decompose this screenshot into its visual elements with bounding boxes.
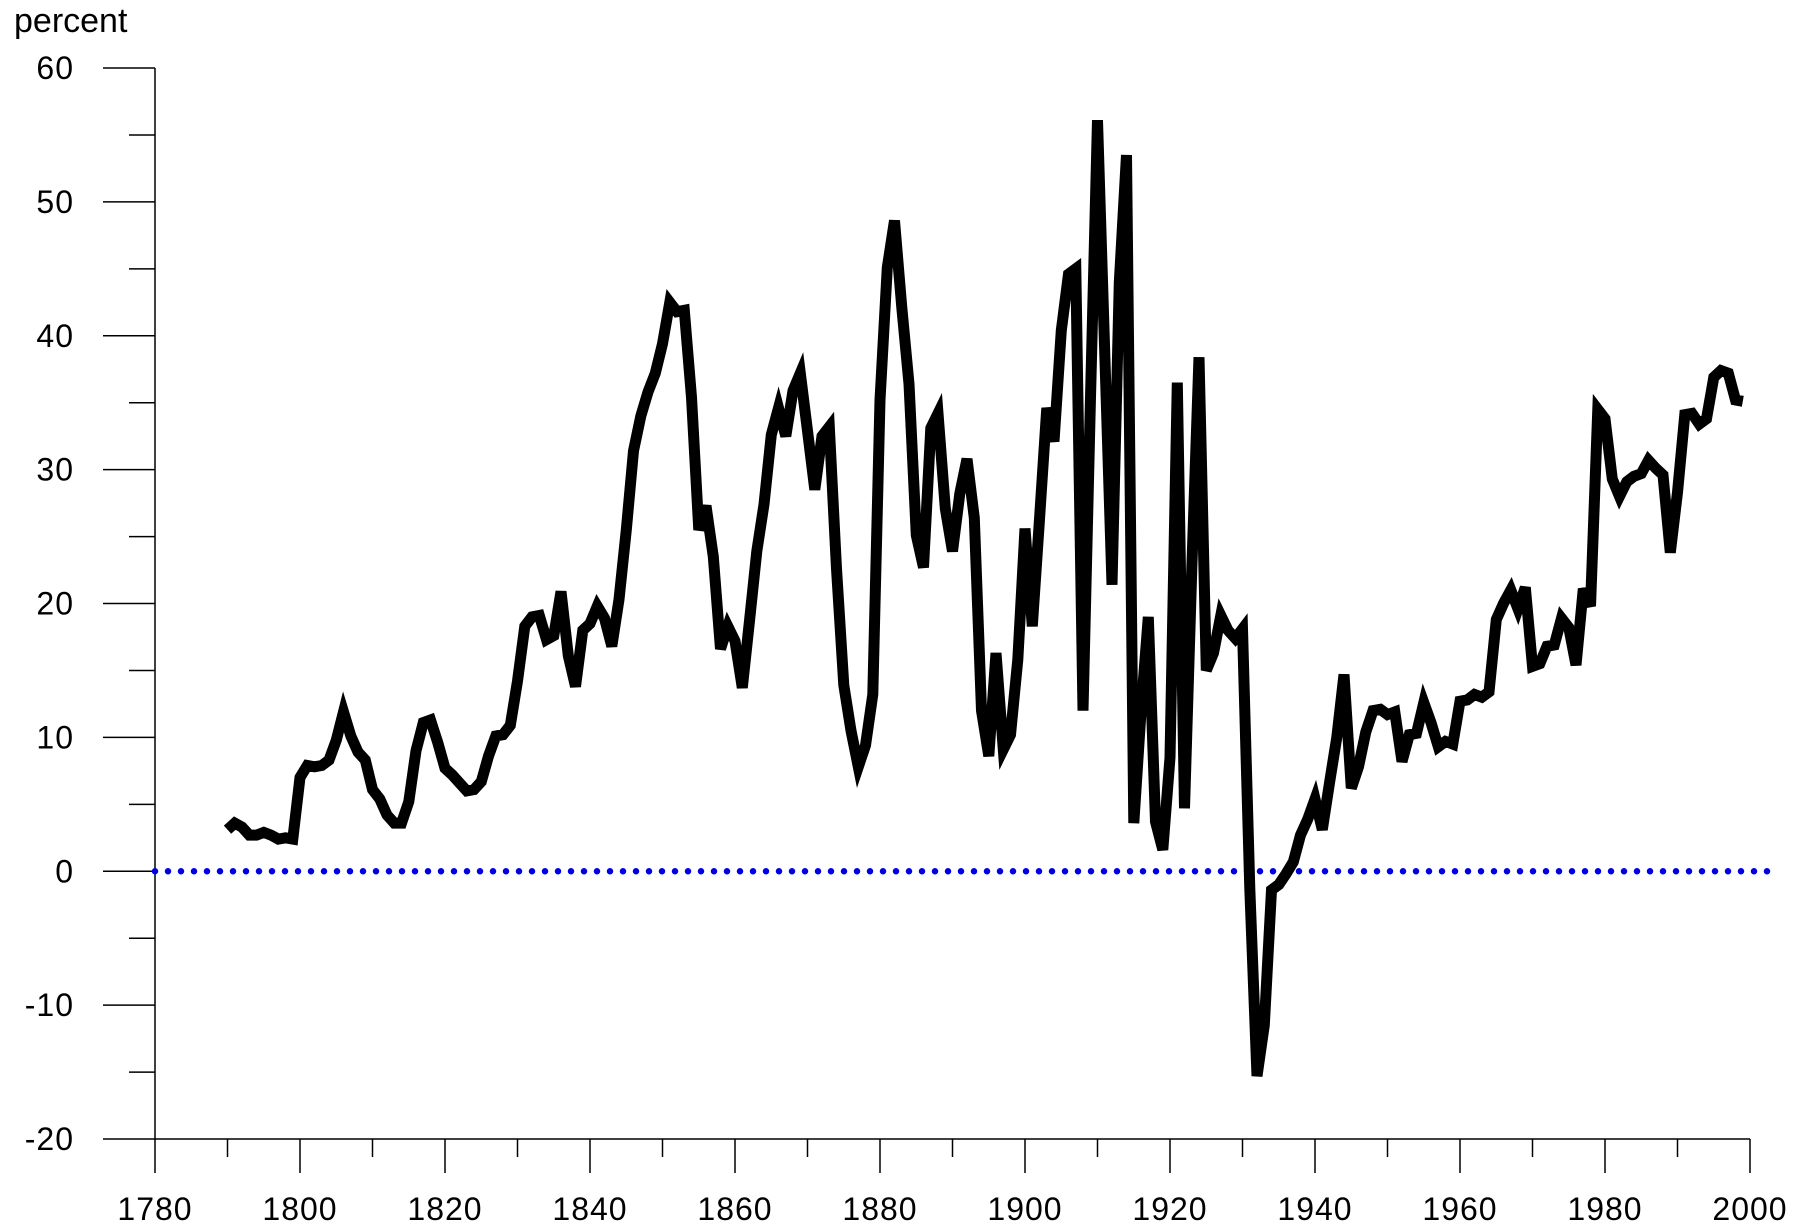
x-tick-label: 1780 [117, 1191, 192, 1225]
y-tick-label: 0 [55, 853, 74, 889]
x-tick-label: 1900 [987, 1191, 1062, 1225]
series-group [223, 120, 1744, 1077]
y-tick-label: 20 [36, 586, 74, 622]
x-tick-label: 1920 [1132, 1191, 1207, 1225]
x-tick-label: 1940 [1277, 1191, 1352, 1225]
y-tick-label: 60 [36, 50, 74, 86]
y-unit-label: percent [14, 2, 128, 40]
y-tick-labels: 60 50 40 30 20 10 0 -10 -20 [25, 50, 74, 1157]
x-tick-label: 1980 [1567, 1191, 1642, 1225]
x-tick-label: 1880 [842, 1191, 917, 1225]
y-tick-label: 40 [36, 318, 74, 354]
x-tick-label: 1820 [407, 1191, 482, 1225]
x-tick-label: 1860 [697, 1191, 772, 1225]
axes [103, 67, 1751, 1173]
x-tick-labels: 1780 1800 1820 1840 1860 1880 1900 1920 1940 1960… [117, 1191, 1787, 1225]
x-tick-label: 2000 [1712, 1191, 1787, 1225]
y-tick-label: 10 [36, 719, 74, 755]
x-tick-label: 1840 [552, 1191, 627, 1225]
x-tick-label: 1800 [262, 1191, 337, 1225]
y-tick-label: -20 [25, 1121, 74, 1157]
y-tick-label: -10 [25, 987, 74, 1023]
y-tick-label: 30 [36, 452, 74, 488]
x-tick-label: 1960 [1422, 1191, 1497, 1225]
series-line-1 [223, 120, 1744, 1077]
y-tick-label: 50 [36, 184, 74, 220]
